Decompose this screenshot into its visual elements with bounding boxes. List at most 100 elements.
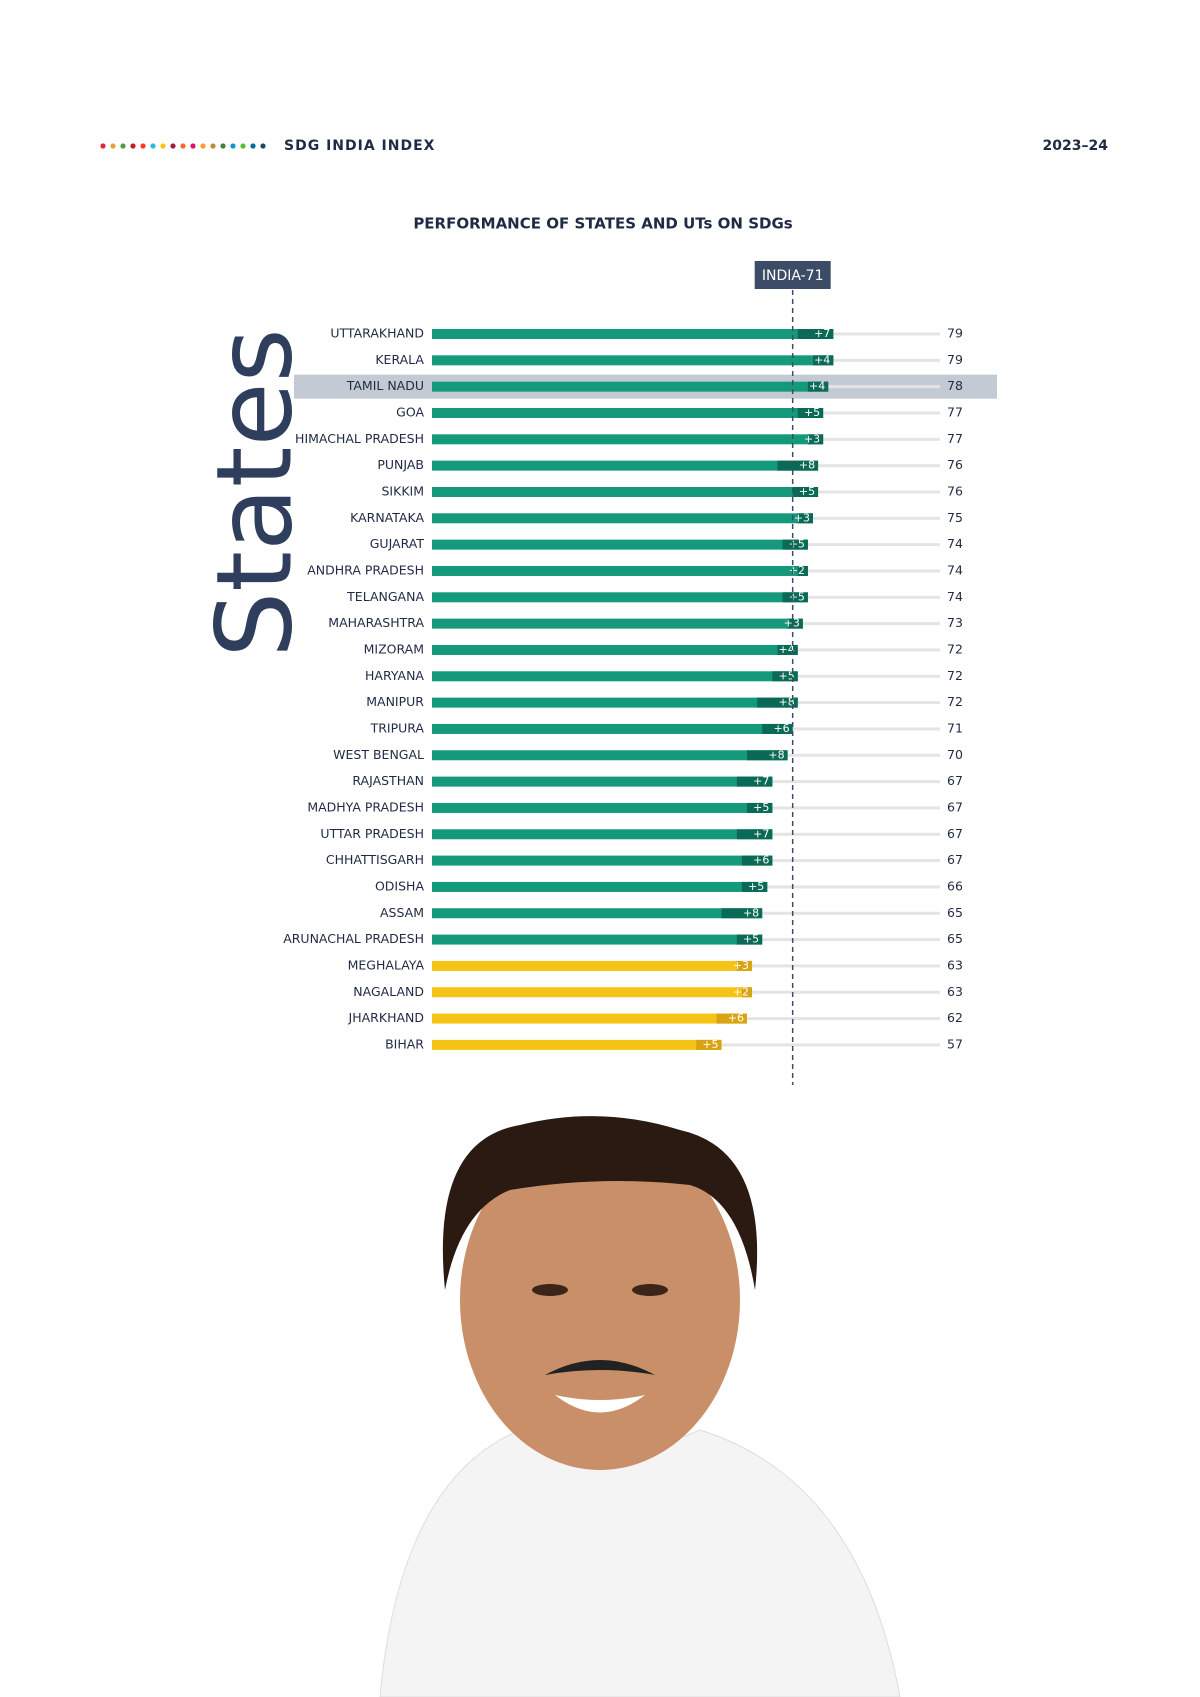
bar [432,486,819,497]
change-segment [746,802,773,813]
bar-track [767,885,940,889]
bar [432,697,798,708]
category-label: GOA [396,404,424,419]
category-label: NAGALAND [353,984,424,999]
change-label: +6 [728,1012,744,1025]
change-segment [797,329,834,339]
value-label: 74 [947,589,963,604]
category-label: UTTAR PRADESH [320,826,424,841]
value-label: 76 [947,483,963,498]
value-label: 65 [947,931,963,946]
category-label: ARUNACHAL PRADESH [283,931,424,946]
value-label: 75 [947,510,963,525]
change-label: +4 [814,353,830,366]
change-label: +3 [784,617,800,630]
value-label: 77 [947,404,963,419]
change-label: +3 [794,511,810,524]
value-label: 67 [947,799,963,814]
change-segment [797,407,824,418]
bar-track [818,490,940,494]
category-label: WEST BENGAL [333,747,424,762]
category-label: TRIPURA [370,720,425,735]
change-label: +5 [789,538,805,551]
change-segment [813,355,834,366]
category-label: TELANGANA [346,589,424,604]
category-label: MANIPUR [366,694,424,709]
change-label: +4 [779,643,795,656]
bar-track [772,806,940,810]
chart-title: PERFORMANCE OF STATES AND UTs ON SDGs [413,215,792,233]
change-label: +7 [814,327,830,340]
header-year: 2023–24 [1043,138,1109,154]
change-segment [807,434,824,445]
bar-track [797,648,940,652]
portrait [379,1116,901,1697]
value-label: 63 [947,957,963,972]
bar-track [752,990,940,994]
bar-track [797,674,940,678]
value-label: 70 [947,747,963,762]
bar-track [752,964,940,968]
category-label: HIMACHAL PRADESH [295,431,424,446]
category-label: CHHATTISGARH [326,852,424,867]
category-label: SIKKIM [382,483,425,498]
bar-track [807,595,940,599]
change-label: +2 [733,985,749,998]
category-label: JHARKHAND [348,1010,424,1025]
bar [432,1039,722,1050]
bar-track [802,622,940,626]
category-label: PUNJAB [377,457,424,472]
bar-track [772,859,940,863]
bar [432,644,798,655]
bar [432,434,824,445]
value-label: 63 [947,984,963,999]
category-label: KERALA [375,352,424,367]
value-label: 67 [947,773,963,788]
bar [432,407,824,418]
category-label: MEGHALAYA [348,957,425,972]
change-segment [792,486,819,497]
change-label: +6 [753,854,769,867]
value-label: 79 [947,326,963,341]
change-label: +5 [702,1038,718,1051]
bar [432,829,773,840]
value-label: 71 [947,720,963,735]
bar-track [787,753,940,757]
category-label: GUJARAT [370,536,425,551]
change-segment [721,908,763,919]
value-label: 76 [947,457,963,472]
bar [432,565,808,576]
value-label: 77 [947,431,963,446]
category-label: MAHARASHTRA [328,615,424,630]
value-label: 67 [947,826,963,841]
change-segment [797,565,808,576]
bar-track [807,543,940,547]
change-segment [696,1039,722,1050]
change-label: +5 [748,880,764,893]
change-segment [777,460,819,471]
category-label: BIHAR [385,1036,424,1051]
bar [432,592,808,603]
category-label: ODISHA [375,878,424,893]
bar [432,908,763,919]
change-segment [757,697,798,708]
bar-track [762,911,940,915]
change-segment [782,539,808,550]
value-label: 78 [947,378,963,393]
change-segment [762,723,793,734]
bar [432,750,788,761]
bar [432,934,763,945]
change-label: +7 [753,827,769,840]
change-segment [777,644,798,655]
bar [432,618,803,629]
change-segment [807,381,829,392]
value-label: 72 [947,641,963,656]
bar [432,960,753,971]
bar [432,1013,747,1024]
category-label: ANDHRA PRADESH [307,562,424,577]
chart: UTTARAKHAND +7 79 KERALA +4 79 TAMIL NADU +4 78 G… [283,261,997,1085]
category-label: TAMIL NADU [346,378,424,393]
change-label: +3 [733,959,749,972]
category-label: RAJASTHAN [352,773,424,788]
